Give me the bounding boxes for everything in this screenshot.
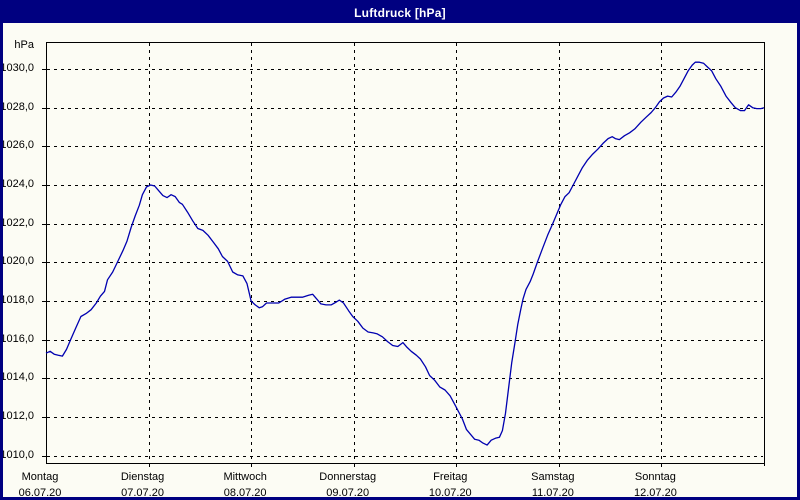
x-day-weekday-label: Montag xyxy=(21,471,59,483)
y-tick-label: 1026,0 xyxy=(0,139,34,152)
x-day-date-label: 06.07.20 xyxy=(18,487,62,499)
x-day-weekday-label: Dienstag xyxy=(120,471,165,483)
y-tick-label: 1012,0 xyxy=(0,410,34,423)
x-day-weekday-label: Mittwoch xyxy=(223,471,267,483)
x-day-date-label: 09.07.20 xyxy=(326,487,370,499)
plot-border xyxy=(46,42,765,464)
y-tick-label: 1024,0 xyxy=(0,178,34,190)
x-day-date-label: 07.07.20 xyxy=(121,487,164,499)
chart-title: Luftdruck [hPa] xyxy=(354,6,446,20)
y-tick-label: 1030,0 xyxy=(0,62,34,74)
y-tick-label: 1016,0 xyxy=(0,332,34,345)
x-day-date-label: 12.07.20 xyxy=(634,487,677,499)
pressure-line-chart xyxy=(42,42,765,467)
x-day-date-label: 08.07.20 xyxy=(223,487,267,499)
x-day-weekday-label: Sonntag xyxy=(634,471,676,483)
y-tick-label: 1010,0 xyxy=(0,448,34,461)
pressure-series-line xyxy=(45,61,765,446)
x-day-weekday-label: Donnerstag xyxy=(319,471,377,483)
y-tick-label: 1028,0 xyxy=(0,100,34,113)
x-day-date-label: 10.07.20 xyxy=(428,487,472,499)
x-day-weekday-label: Samstag xyxy=(531,471,575,483)
y-tick-label: 1018,0 xyxy=(0,294,34,307)
y-tick-label: 1022,0 xyxy=(0,216,34,229)
y-tick-label: 1014,0 xyxy=(0,371,34,384)
y-tick-label: 1020,0 xyxy=(0,255,34,268)
x-day-date-label: 11.07.20 xyxy=(531,487,574,499)
y-axis-unit-label: hPa xyxy=(14,39,34,51)
x-day-weekday-label: Freitag xyxy=(433,471,468,483)
chart-titlebar: Luftdruck [hPa] xyxy=(3,3,797,23)
